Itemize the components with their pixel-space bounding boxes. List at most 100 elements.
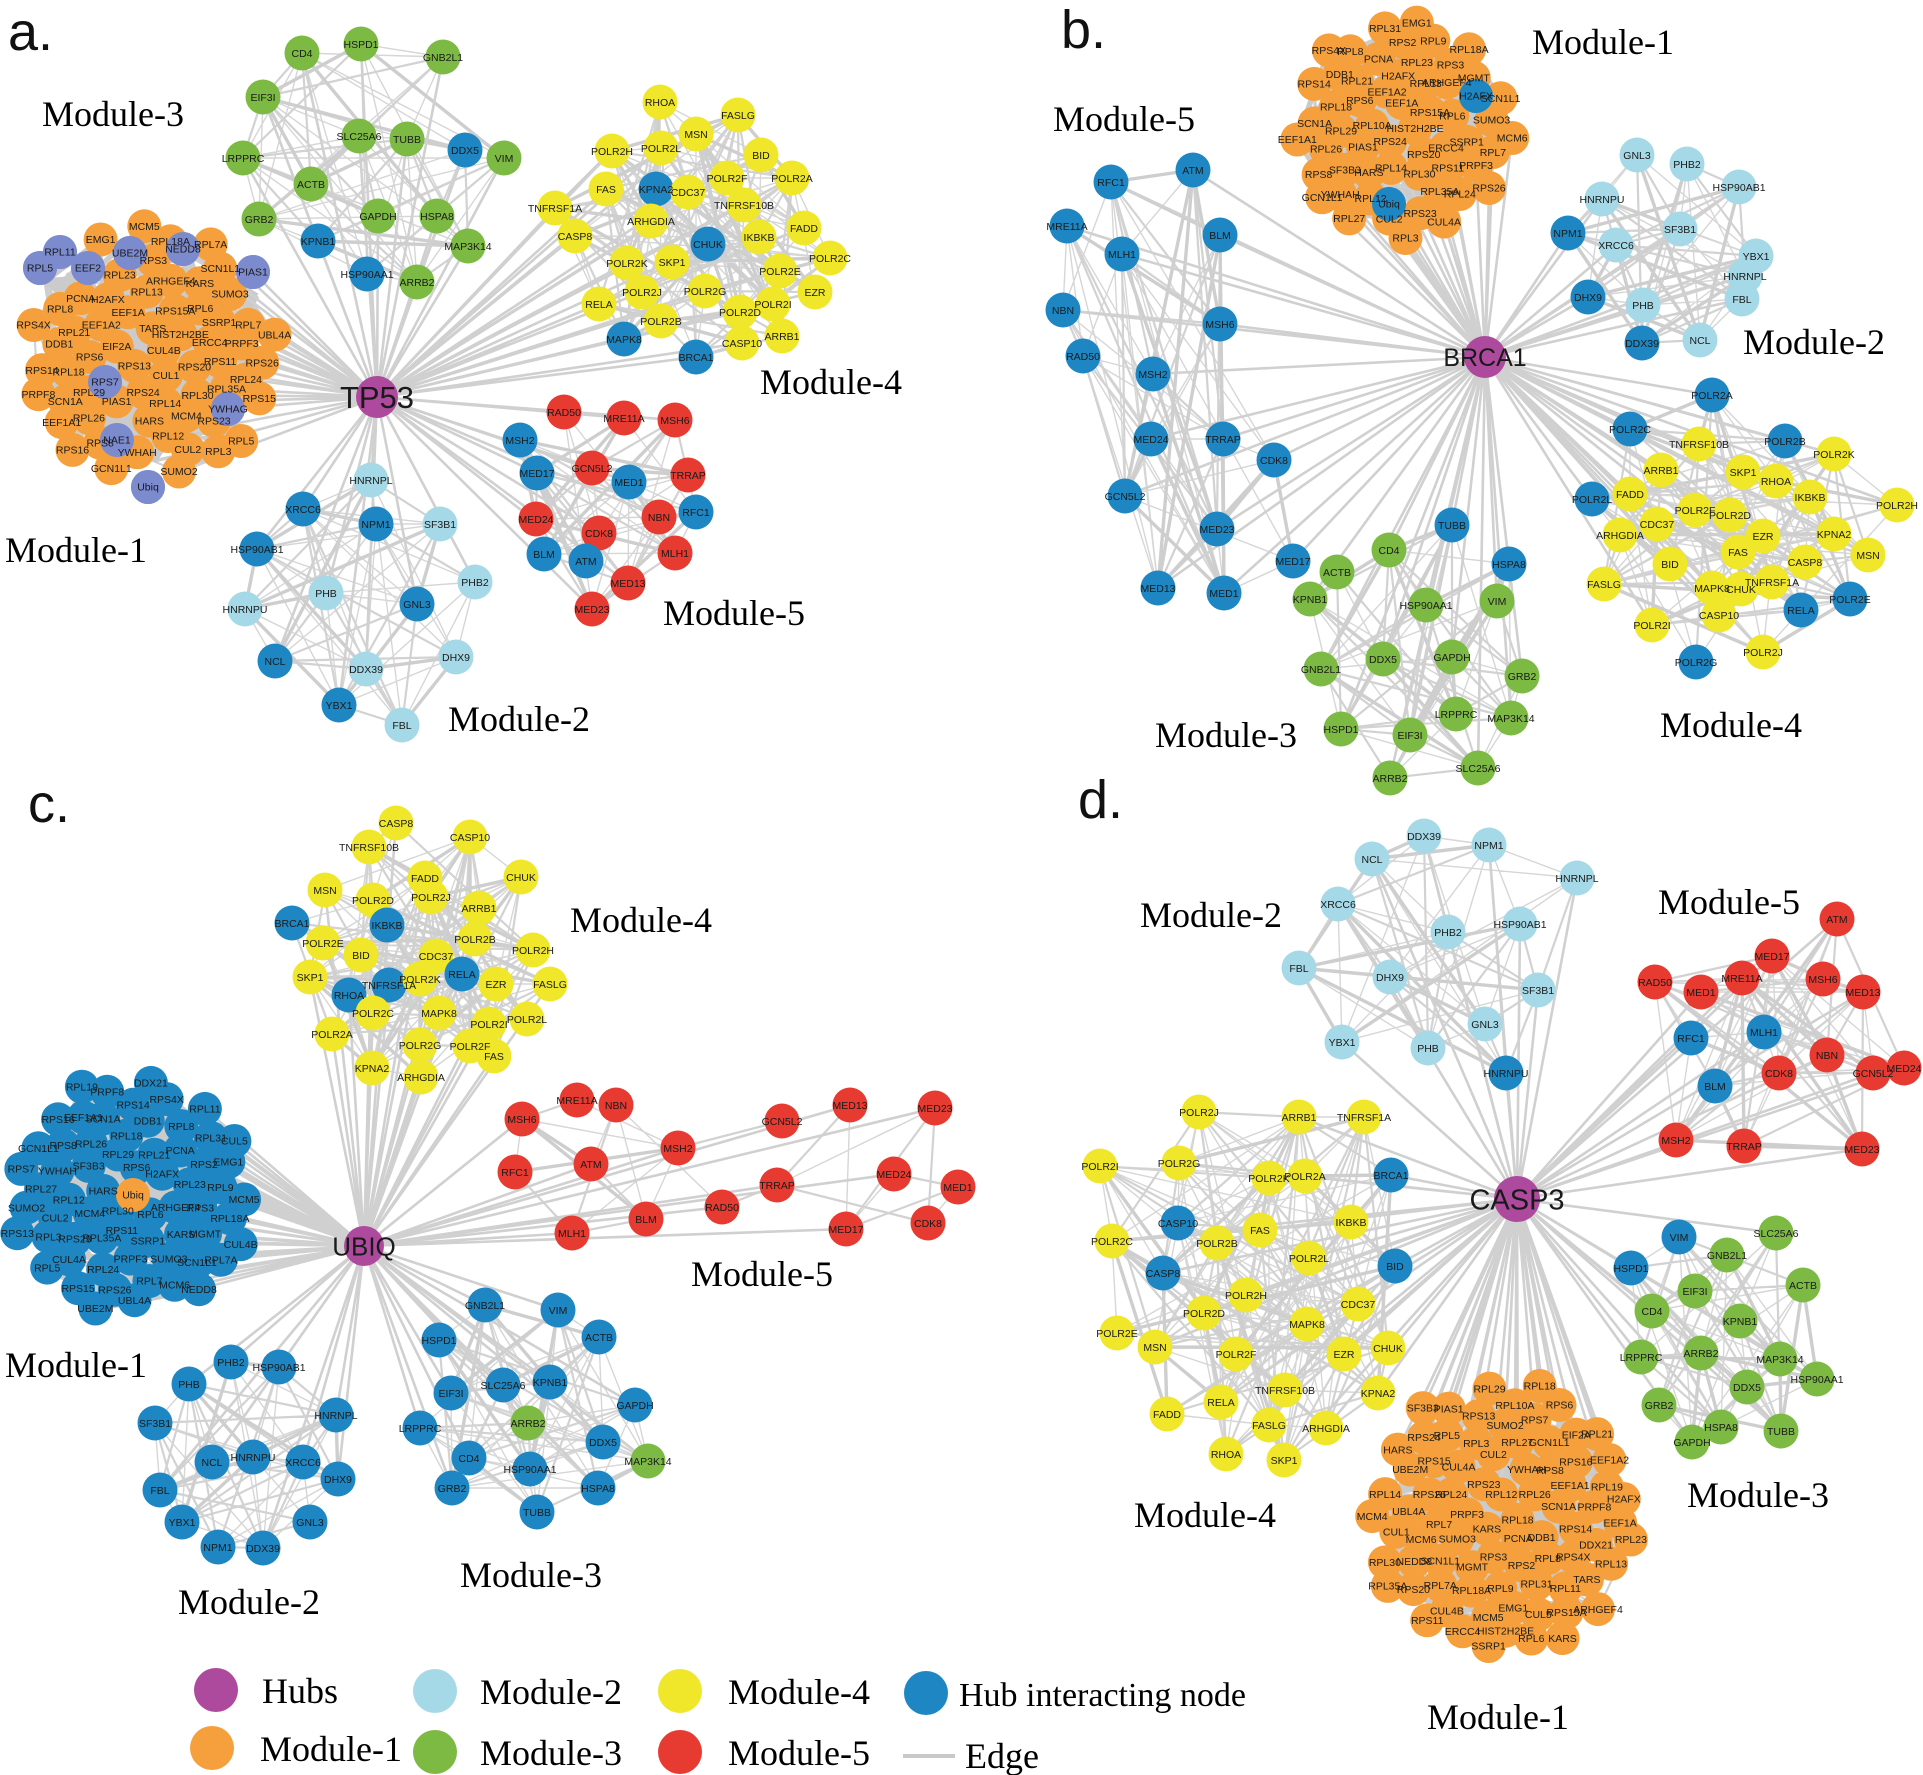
svg-text:GCN1L1: GCN1L1: [91, 463, 132, 475]
svg-text:HSPA8: HSPA8: [581, 1483, 615, 1495]
svg-text:RPL10A: RPL10A: [1353, 120, 1392, 132]
svg-text:ARRB1: ARRB1: [1643, 465, 1678, 477]
svg-text:RPS11: RPS11: [1432, 163, 1465, 175]
svg-text:ARHGDIA: ARHGDIA: [397, 1072, 445, 1084]
svg-text:GAPDH: GAPDH: [1433, 652, 1470, 664]
svg-text:RPL12: RPL12: [1485, 1489, 1517, 1501]
svg-text:Module-1: Module-1: [260, 1729, 402, 1769]
svg-text:MAP3K14: MAP3K14: [1756, 1354, 1803, 1366]
svg-text:CDK8: CDK8: [1765, 1068, 1793, 1080]
svg-text:HSP90AA1: HSP90AA1: [1399, 600, 1452, 612]
svg-text:UBIQ: UBIQ: [332, 1231, 396, 1261]
svg-text:ARHGEF4: ARHGEF4: [151, 1202, 201, 1214]
svg-text:DDX21: DDX21: [1579, 1540, 1613, 1552]
svg-text:RPS11: RPS11: [204, 356, 237, 368]
svg-text:MSH2: MSH2: [1138, 369, 1167, 381]
svg-text:DDB1: DDB1: [1528, 1532, 1556, 1544]
svg-text:PHB2: PHB2: [1434, 927, 1462, 939]
svg-text:VIM: VIM: [549, 1305, 568, 1317]
svg-text:ATM: ATM: [580, 1159, 601, 1171]
svg-text:TNFRSF1A: TNFRSF1A: [528, 203, 582, 215]
svg-text:NCL: NCL: [1361, 854, 1382, 866]
svg-text:RPL29: RPL29: [73, 387, 105, 399]
svg-text:POLR2C: POLR2C: [1091, 1236, 1133, 1248]
svg-text:RPS6: RPS6: [1346, 95, 1374, 107]
svg-text:ERCC4: ERCC4: [192, 337, 228, 349]
svg-text:MSH6: MSH6: [1808, 974, 1837, 986]
svg-text:RPS3: RPS3: [187, 1202, 215, 1214]
svg-text:POLR2H: POLR2H: [1225, 1290, 1267, 1302]
svg-text:FASLG: FASLG: [721, 110, 755, 122]
svg-text:RPS6: RPS6: [1546, 1400, 1574, 1412]
svg-text:Module-2: Module-2: [1140, 895, 1282, 935]
svg-text:RPL35A: RPL35A: [1368, 1581, 1407, 1593]
svg-text:RPL3: RPL3: [1463, 1438, 1489, 1450]
svg-text:POLR2E: POLR2E: [302, 938, 343, 950]
svg-text:RPL9: RPL9: [1420, 35, 1446, 47]
svg-text:PIAS1: PIAS1: [102, 396, 132, 408]
svg-text:POLR2B: POLR2B: [1764, 436, 1805, 448]
svg-text:GNL3: GNL3: [403, 599, 431, 611]
svg-text:RPL31: RPL31: [195, 1133, 227, 1145]
svg-text:POLR2D: POLR2D: [1709, 510, 1751, 522]
svg-text:MAP3K14: MAP3K14: [444, 241, 491, 253]
svg-text:EEF1A: EEF1A: [1603, 1517, 1636, 1529]
svg-text:RPL18: RPL18: [1320, 101, 1352, 113]
svg-text:ATM: ATM: [1826, 914, 1847, 926]
svg-text:SCN1A: SCN1A: [86, 1113, 121, 1125]
svg-text:HSPD1: HSPD1: [1613, 1263, 1648, 1275]
svg-text:YWHAH: YWHAH: [38, 1166, 77, 1178]
svg-text:LRPPRC: LRPPRC: [1620, 1352, 1663, 1364]
svg-text:ARHGEF4: ARHGEF4: [1573, 1604, 1623, 1616]
svg-text:EEF1A: EEF1A: [111, 307, 144, 319]
svg-text:POLR2G: POLR2G: [1158, 1158, 1201, 1170]
svg-text:POLR2A: POLR2A: [1691, 390, 1732, 402]
svg-text:CASP8: CASP8: [558, 231, 593, 243]
svg-text:XRCC6: XRCC6: [1598, 240, 1634, 252]
svg-text:MSH2: MSH2: [663, 1143, 692, 1155]
svg-text:YBX1: YBX1: [326, 700, 353, 712]
svg-text:RPS7: RPS7: [1521, 1414, 1549, 1426]
svg-text:Module-4: Module-4: [1134, 1495, 1276, 1535]
svg-text:DDX5: DDX5: [1369, 654, 1397, 666]
svg-text:FADD: FADD: [1153, 1409, 1181, 1421]
svg-text:TUBB: TUBB: [523, 1507, 551, 1519]
svg-text:CD4: CD4: [1641, 1306, 1662, 1318]
svg-text:BLM: BLM: [1704, 1081, 1726, 1093]
svg-text:XRCC6: XRCC6: [285, 1457, 321, 1469]
svg-text:RFC1: RFC1: [1677, 1033, 1705, 1045]
svg-text:RPL30: RPL30: [181, 390, 213, 402]
svg-text:RPL7: RPL7: [235, 320, 261, 332]
svg-text:YWHAG: YWHAG: [208, 404, 248, 416]
svg-text:RPS4X: RPS4X: [1556, 1551, 1590, 1563]
svg-text:CUL4B: CUL4B: [1430, 1605, 1464, 1617]
svg-text:RPS24: RPS24: [1374, 136, 1407, 148]
svg-text:SSRP1: SSRP1: [1449, 137, 1484, 149]
svg-text:SCN1L1: SCN1L1: [200, 263, 240, 275]
svg-text:MCM6: MCM6: [1406, 1534, 1437, 1546]
svg-text:YWHAH: YWHAH: [118, 447, 157, 459]
svg-text:H2AFX: H2AFX: [91, 294, 125, 306]
svg-text:HSP90AB1: HSP90AB1: [1493, 919, 1546, 931]
svg-text:YWHAH: YWHAH: [1321, 189, 1360, 201]
svg-text:KPNA2: KPNA2: [639, 184, 674, 196]
svg-text:RPL3: RPL3: [1392, 233, 1418, 245]
svg-text:BID: BID: [1386, 1261, 1404, 1273]
svg-text:MGMT: MGMT: [1456, 1562, 1489, 1574]
svg-text:HSPA8: HSPA8: [420, 211, 454, 223]
svg-text:TNFRSF1A: TNFRSF1A: [1745, 577, 1799, 589]
svg-text:SUMO2: SUMO2: [8, 1202, 46, 1214]
svg-text:Module-2: Module-2: [480, 1672, 622, 1712]
svg-text:MLH1: MLH1: [1750, 1027, 1778, 1039]
svg-text:HIST2H2BE: HIST2H2BE: [1387, 123, 1444, 135]
svg-text:MED1: MED1: [1209, 588, 1238, 600]
svg-text:H2AFX: H2AFX: [1607, 1494, 1641, 1506]
svg-text:MED24: MED24: [1886, 1063, 1921, 1075]
svg-text:RPS23: RPS23: [1467, 1479, 1500, 1491]
svg-text:ARRB2: ARRB2: [1372, 773, 1407, 785]
svg-text:POLR2D: POLR2D: [352, 895, 394, 907]
svg-text:EMG1: EMG1: [86, 234, 116, 246]
svg-text:POLR2K: POLR2K: [1248, 1173, 1289, 1185]
svg-text:SKP1: SKP1: [297, 972, 324, 984]
svg-text:RPL7: RPL7: [136, 1276, 162, 1288]
